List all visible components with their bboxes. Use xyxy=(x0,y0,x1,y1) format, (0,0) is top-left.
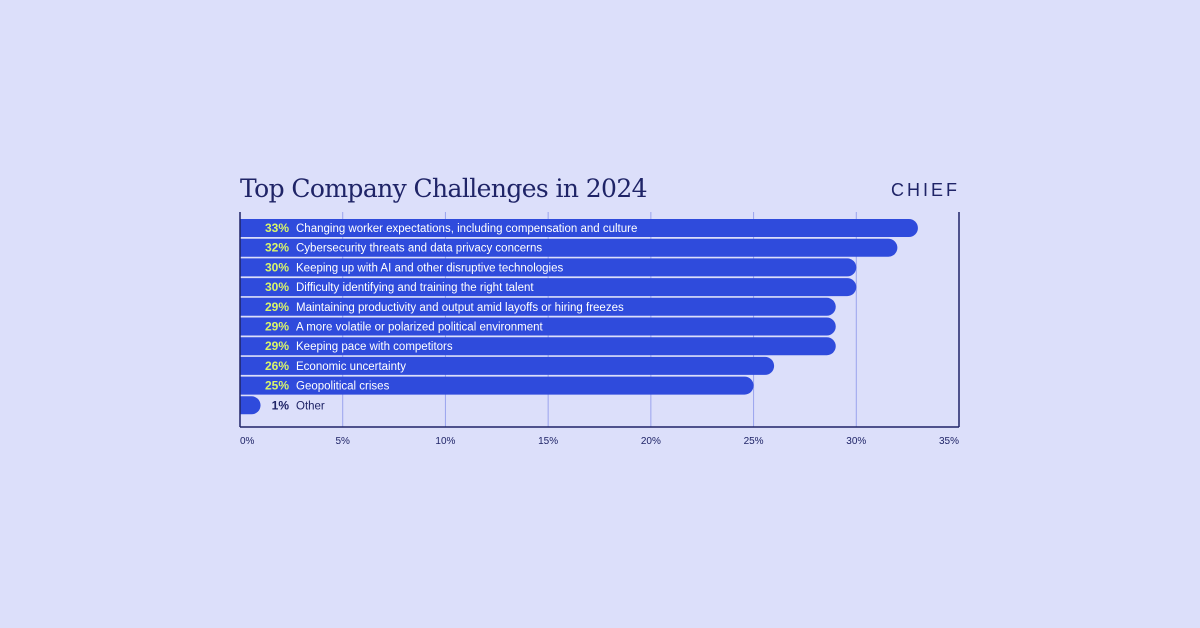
x-tick-label: 25% xyxy=(744,436,764,447)
category-label: Economic uncertainty xyxy=(296,361,406,373)
bar xyxy=(230,376,754,395)
category-label: Keeping pace with competitors xyxy=(296,341,453,353)
bar xyxy=(230,238,898,257)
category-label: Maintaining productivity and output amid… xyxy=(296,302,624,314)
category-label: A more volatile or polarized political e… xyxy=(296,322,544,334)
value-label: 30% xyxy=(265,280,289,294)
chart-title: Top Company Challenges in 2024 xyxy=(240,174,648,203)
x-tick-label: 10% xyxy=(435,436,455,447)
bar xyxy=(230,219,918,237)
category-label: Difficulty identifying and training the … xyxy=(296,282,534,294)
bar xyxy=(230,317,836,336)
category-label: Keeping up with AI and other disruptive … xyxy=(296,262,563,274)
bar xyxy=(230,337,836,356)
value-label: 29% xyxy=(265,320,289,334)
value-label: 26% xyxy=(265,359,289,373)
bar xyxy=(230,258,857,277)
value-label: 29% xyxy=(265,339,289,353)
category-label: Cybersecurity threats and data privacy c… xyxy=(296,243,542,255)
bar xyxy=(230,297,836,316)
x-tick-label: 15% xyxy=(538,436,558,447)
value-label: 29% xyxy=(265,300,289,314)
value-label: 1% xyxy=(272,398,290,412)
bar xyxy=(230,356,775,375)
value-label: 32% xyxy=(265,241,289,255)
x-tick-label: 0% xyxy=(240,436,255,447)
bar xyxy=(230,278,857,297)
x-tick-label: 20% xyxy=(641,436,661,447)
x-tick-label: 30% xyxy=(846,436,866,447)
value-label: 30% xyxy=(265,260,289,274)
value-label: 25% xyxy=(265,379,289,393)
brand-logo: CHIEF xyxy=(891,180,960,200)
value-label: 33% xyxy=(265,221,289,235)
x-tick-label: 5% xyxy=(335,436,350,447)
axis-mask xyxy=(0,210,240,429)
category-label: Other xyxy=(296,400,325,412)
x-tick-label: 35% xyxy=(939,436,959,447)
category-label: Changing worker expectations, including … xyxy=(296,223,637,235)
category-label: Geopolitical crises xyxy=(296,381,390,393)
